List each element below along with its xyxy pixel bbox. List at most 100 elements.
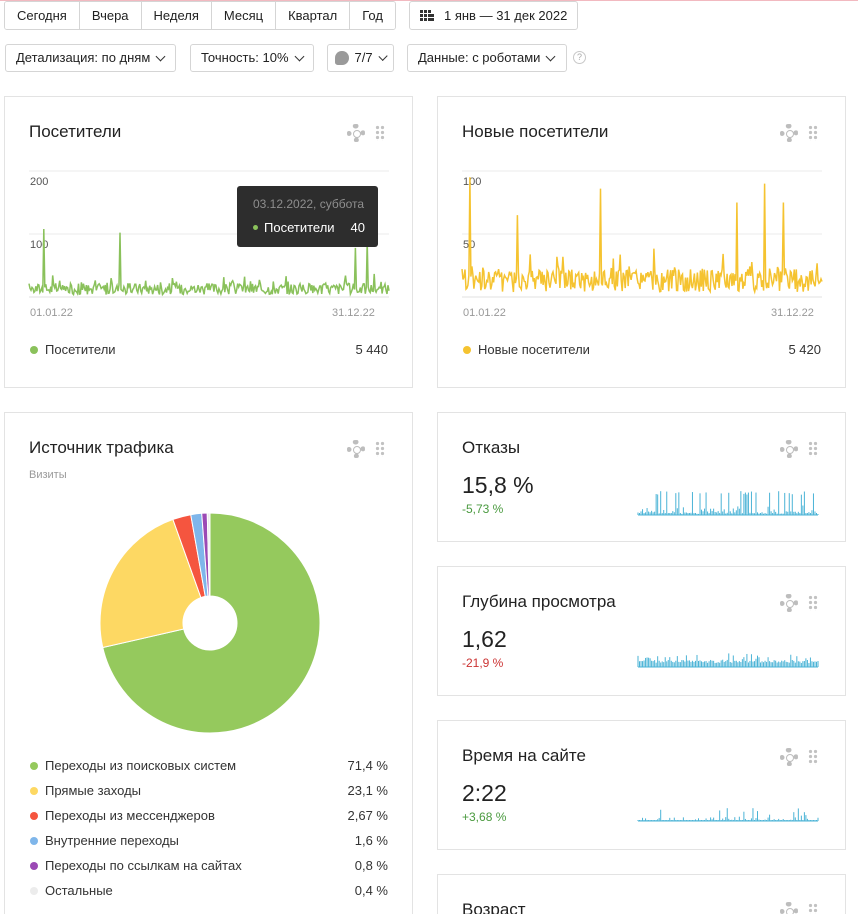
legend-label: Переходы из поисковых систем [45, 758, 237, 773]
date-start: 01.01.22 [30, 307, 73, 319]
gear-icon[interactable] [780, 440, 798, 458]
chevron-down-icon [545, 51, 556, 61]
tooltip-row: Посетители 40 [253, 220, 365, 235]
new-visitors-line-chart[interactable] [461, 170, 823, 301]
legend-value: 23,1 % [347, 783, 388, 798]
metric-value: 2:22 [462, 780, 507, 806]
legend-value: 0,8 % [354, 858, 388, 873]
accuracy-dropdown[interactable]: Точность: 10% [190, 44, 314, 72]
pie-slice[interactable] [102, 512, 321, 734]
drag-handle-icon[interactable] [808, 595, 818, 611]
legend-dot [463, 345, 471, 354]
drag-handle-icon[interactable] [808, 903, 818, 914]
drag-handle-icon[interactable] [808, 125, 818, 141]
period-button[interactable]: Квартал [276, 2, 351, 29]
bounces-widget: Отказы 15,8 % -5,73 % [437, 412, 846, 542]
legend-dot [30, 836, 38, 845]
total-value: 5 440 [355, 342, 388, 357]
pie-slice[interactable] [206, 512, 211, 597]
tooltip-label: Посетители [264, 220, 335, 235]
legend-label: Новые посетители [478, 342, 590, 357]
accuracy-dropdown-label: Точность: 10% [201, 50, 289, 65]
chevron-down-icon [294, 51, 304, 61]
traffic-pie-chart[interactable] [99, 512, 321, 734]
drag-handle-icon[interactable] [375, 125, 385, 141]
period-button[interactable]: Вчера [79, 2, 142, 29]
date-start: 01.01.22 [463, 307, 506, 319]
chevron-down-icon [155, 51, 166, 61]
legend-label: Внутренние переходы [45, 833, 179, 848]
visitors-widget: Посетители 200 100 01.01.22 31.12.22 Пос… [4, 96, 413, 388]
bounces-sparkline [637, 491, 819, 516]
series-line [461, 177, 823, 295]
widget-title: Время на сайте [462, 746, 586, 765]
legend-item[interactable]: Внутренние переходы [30, 833, 179, 848]
legend-item[interactable]: Прямые заходы [30, 783, 141, 798]
metric-value: 1,62 [462, 626, 507, 652]
legend-dot [30, 811, 38, 820]
chart-tooltip: 03.12.2022, суббота Посетители 40 [237, 186, 378, 247]
detail-dropdown[interactable]: Детализация: по дням [5, 44, 176, 72]
metric-delta: -21,9 % [462, 656, 504, 670]
legend-value: 1,6 % [354, 833, 388, 848]
segments-dropdown[interactable]: 7/7 [327, 44, 394, 72]
gear-icon[interactable] [347, 124, 365, 142]
drag-handle-icon[interactable] [808, 441, 818, 457]
pie-slice[interactable] [99, 518, 202, 649]
legend-item: Новые посетители [463, 342, 590, 357]
gear-icon[interactable] [347, 440, 365, 458]
metric-value: 15,8 % [462, 472, 534, 498]
widget-title: Посетители [29, 122, 122, 141]
traffic-source-widget: Источник трафика Визиты Переходы из поис… [4, 412, 413, 914]
legend-dot [30, 345, 38, 354]
comment-icon [335, 51, 349, 65]
legend-label: Остальные [45, 883, 113, 898]
gear-icon[interactable] [780, 902, 798, 914]
legend-item[interactable]: Переходы из мессенджеров [30, 808, 215, 823]
chevron-down-icon [378, 51, 388, 61]
new-visitors-widget: Новые посетители 100 50 01.01.22 31.12.2… [437, 96, 846, 388]
legend-label: Прямые заходы [45, 783, 142, 798]
period-button[interactable]: Год [350, 2, 395, 29]
total-value: 5 420 [788, 342, 821, 357]
data-dropdown-label: Данные: с роботами [418, 50, 541, 65]
detail-dropdown-label: Детализация: по дням [16, 50, 151, 65]
legend-item: Посетители [30, 342, 116, 357]
calendar-icon [420, 9, 434, 21]
help-icon[interactable]: ? [573, 51, 586, 64]
series-line [28, 228, 390, 297]
tooltip-date: 03.12.2022, суббота [253, 197, 365, 211]
legend-item[interactable]: Остальные [30, 883, 113, 898]
period-button[interactable]: Сегодня [5, 2, 80, 29]
legend-item[interactable]: Переходы из поисковых систем [30, 758, 236, 773]
date-range-label: 1 янв — 31 дек 2022 [444, 7, 568, 23]
gear-icon[interactable] [780, 748, 798, 766]
period-button[interactable]: Неделя [141, 2, 212, 29]
period-selector: Сегодня Вчера Неделя Месяц Квартал Год [4, 1, 396, 30]
drag-handle-icon[interactable] [808, 749, 818, 765]
segments-dropdown-label: 7/7 [354, 50, 373, 65]
legend-value: 0,4 % [354, 883, 388, 898]
legend-value: 2,67 % [347, 808, 388, 823]
gear-icon[interactable] [780, 124, 798, 142]
time-on-site-widget: Время на сайте 2:22 +3,68 % [437, 720, 846, 850]
date-end: 31.12.22 [771, 307, 814, 319]
widget-title: Отказы [462, 438, 521, 457]
period-button[interactable]: Месяц [211, 2, 277, 29]
legend-label: Посетители [45, 342, 116, 357]
legend-dot [30, 761, 38, 770]
metric-delta: +3,68 % [462, 810, 507, 824]
tooltip-value: 40 [350, 220, 365, 235]
drag-handle-icon[interactable] [375, 441, 385, 457]
legend-dot [30, 886, 38, 895]
date-range-button[interactable]: 1 янв — 31 дек 2022 [409, 1, 579, 30]
legend-item[interactable]: Переходы по ссылкам на сайтах [30, 858, 242, 873]
tooltip-dot [253, 225, 258, 230]
data-dropdown[interactable]: Данные: с роботами [407, 44, 567, 72]
y-tick: 200 [30, 176, 49, 188]
widget-subtitle: Визиты [29, 469, 67, 481]
date-end: 31.12.22 [332, 307, 375, 319]
gear-icon[interactable] [780, 594, 798, 612]
depth-sparkline [637, 653, 819, 668]
widget-title: Возраст [462, 900, 526, 914]
